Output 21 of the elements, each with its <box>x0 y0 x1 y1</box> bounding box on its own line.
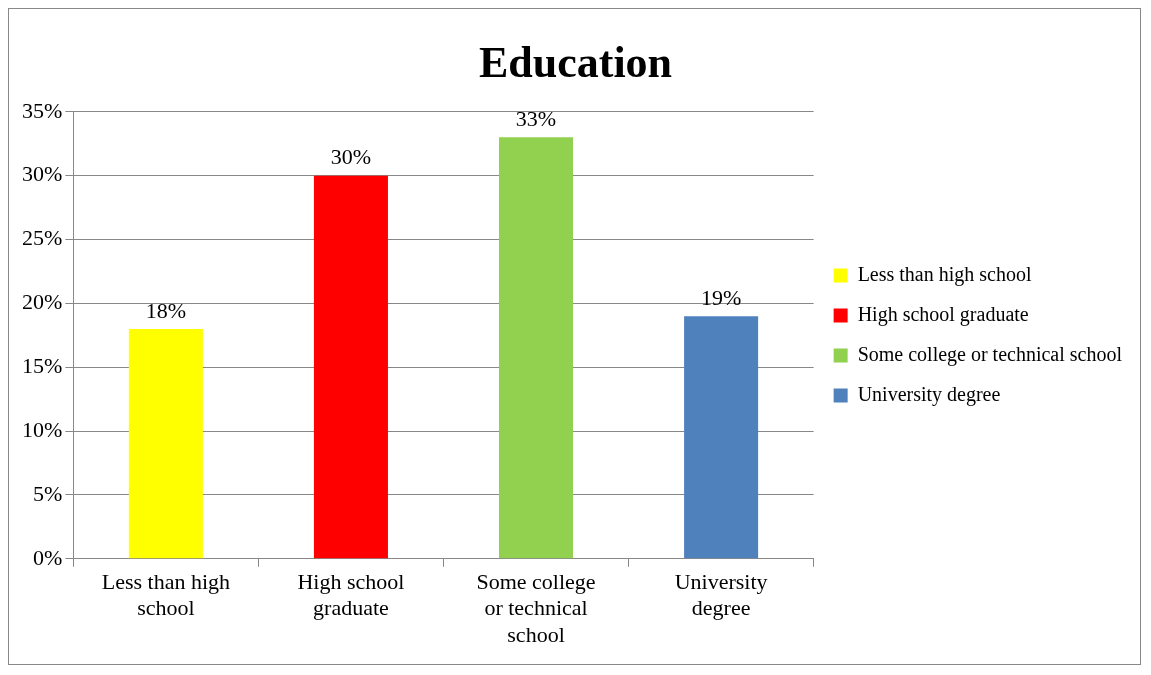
y-tick-label: 20% <box>22 289 63 315</box>
y-tick-label: 0% <box>33 544 63 570</box>
legend-label: Some college or technical school <box>857 342 1123 366</box>
data-label: 30% <box>330 144 372 170</box>
legend-label: High school graduate <box>857 302 1029 326</box>
data-label: 33% <box>515 106 557 132</box>
y-tick-label: 35% <box>22 97 63 123</box>
x-tick-label: Less than high school <box>101 568 231 621</box>
y-tick-label: 10% <box>22 416 63 442</box>
x-tick-label: High school graduate <box>297 568 405 621</box>
data-label: 19% <box>700 284 742 310</box>
y-tick-label: 30% <box>22 161 63 187</box>
y-tick-label: 15% <box>22 353 63 379</box>
x-tick-label: University degree <box>674 568 768 621</box>
legend-label: Less than high school <box>857 262 1032 286</box>
y-tick-label: 5% <box>33 480 63 506</box>
x-tick-label: Some college or technical school <box>476 568 596 647</box>
legend-label: University degree <box>857 382 1001 406</box>
data-label: 18% <box>145 297 187 323</box>
chart-title: Education <box>478 37 673 87</box>
y-tick-label: 25% <box>22 225 63 251</box>
